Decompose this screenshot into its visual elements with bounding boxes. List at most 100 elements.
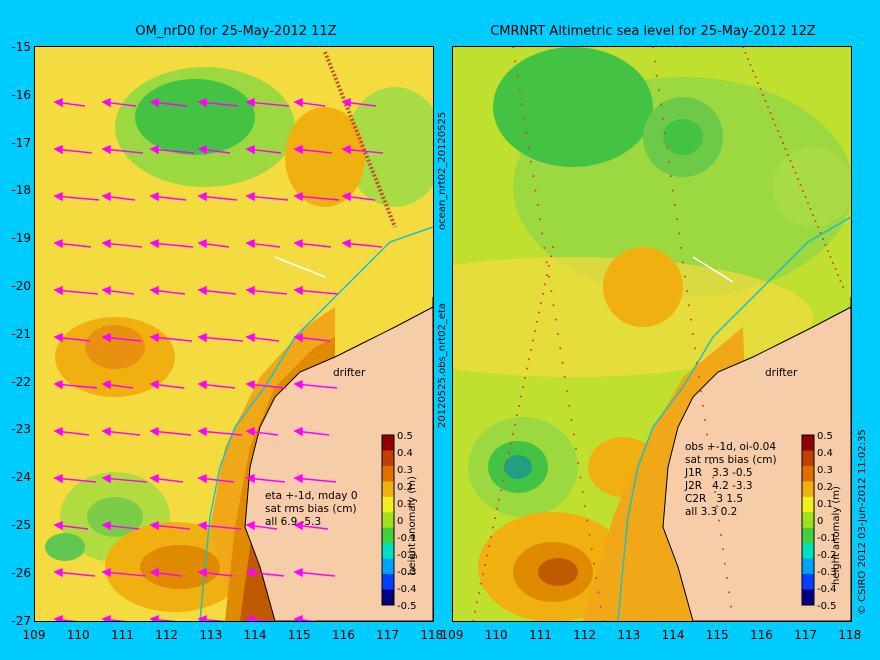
colorbar-frame xyxy=(381,434,395,606)
current-vector-head xyxy=(53,97,63,108)
right-colorbar: 0.5 0.4 0.3 0.2 0.1 0 -0.1 -0.2 -0.3 -0.4 -0.5 xyxy=(801,431,837,612)
altimeter-track-point xyxy=(514,60,517,63)
model-id-label: ocean_nrt02_20120525 xyxy=(437,111,448,230)
colorbar-tick-label: -0.5 xyxy=(397,601,417,612)
colorbar-tick-label: -0.2 xyxy=(397,550,417,561)
altimeter-track-point xyxy=(658,89,660,92)
current-vector-head xyxy=(53,520,63,531)
colorbar-swatch xyxy=(802,435,814,451)
current-vector-head xyxy=(101,285,111,296)
current-vector-head xyxy=(293,567,303,578)
lon-tick-label: 114 xyxy=(661,628,685,642)
altimeter-track-point xyxy=(802,190,804,192)
altimeter-track-point xyxy=(807,202,809,204)
altimeter-track-point xyxy=(514,423,516,426)
altimeter-track-point xyxy=(742,47,744,48)
altimeter-track-point xyxy=(809,208,812,210)
altimeter-track-point xyxy=(757,82,759,84)
altimeter-track-point xyxy=(530,160,532,163)
altimeter-track-point xyxy=(752,70,754,72)
altimeter-track-point xyxy=(708,447,710,450)
altimeter-track-point xyxy=(570,419,573,422)
altimeter-track-point xyxy=(749,64,752,66)
lat-tick-label: -22 xyxy=(11,374,31,389)
current-vector-head xyxy=(101,191,111,202)
altimeter-track-point xyxy=(536,320,538,323)
altimeter-track-point xyxy=(536,203,539,206)
altimeter-track-point xyxy=(759,88,762,90)
altimeter-track-point xyxy=(522,386,524,389)
altimeter-track-point xyxy=(839,280,842,282)
current-vector-head xyxy=(53,614,63,621)
copyright-label: © CSIRO 2012 03-Jun-2012 11:02:35 xyxy=(857,429,868,615)
colorbar-tick-label: -0.2 xyxy=(817,550,837,561)
current-vector-head xyxy=(245,520,255,531)
altimeter-track-point xyxy=(696,361,698,364)
altimeter-track-point xyxy=(779,136,782,138)
right-map-title: CMRNRT Altimetric sea level for 25-May-2… xyxy=(490,24,816,39)
altimeter-track-point xyxy=(678,232,680,235)
current-vector-head xyxy=(197,567,207,578)
current-vector-head xyxy=(197,426,207,437)
altimeter-track-point xyxy=(550,255,552,258)
right-map-panel[interactable]: obs +-1d, oi-0.04 sat rms bias (cm) J1R … xyxy=(452,46,852,622)
current-vector-head xyxy=(53,191,63,202)
altimeter-track-point xyxy=(504,470,506,473)
altimeter-track-point xyxy=(512,47,514,48)
lon-tick-label: 112 xyxy=(155,628,179,642)
altimeter-track-point xyxy=(539,218,541,221)
altimeter-track-point xyxy=(480,582,482,585)
altimeter-track-point xyxy=(814,220,817,222)
altimeter-track-point xyxy=(498,498,500,501)
lon-tick-label: 115 xyxy=(705,628,729,642)
current-vector-head xyxy=(149,614,159,621)
colorbar-tick-label: 0.2 xyxy=(817,482,833,493)
colorbar-swatch xyxy=(802,574,814,591)
lat-tick-label: -26 xyxy=(11,565,31,580)
current-vector-head xyxy=(149,379,159,390)
altimeter-track-point xyxy=(747,58,749,60)
current-vector-head xyxy=(293,520,303,531)
current-vector-head xyxy=(101,379,111,390)
colorbar-swatch xyxy=(802,481,814,498)
altimeter-track-point xyxy=(674,203,676,206)
left-map-title: OM_nrD0 for 25-May-2012 11Z xyxy=(135,24,337,39)
colorbar-swatch xyxy=(382,435,394,451)
current-vector-head xyxy=(293,332,303,343)
current-vector-head xyxy=(197,473,207,484)
altimeter-track-point xyxy=(842,286,844,288)
current-vector-head xyxy=(149,332,159,343)
lon-tick-label: 113 xyxy=(617,628,641,642)
current-vector-head xyxy=(101,426,111,437)
altimeter-track-point xyxy=(472,620,474,621)
altimeter-track-point xyxy=(684,275,686,278)
current-vector-head xyxy=(53,332,63,343)
altimeter-track-point xyxy=(492,526,494,529)
lat-tick-label: -15 xyxy=(11,40,31,54)
altimeter-track-point xyxy=(676,218,678,221)
colorbar-tick-label: 0.4 xyxy=(817,448,833,459)
current-vector-head xyxy=(245,426,255,437)
altimeter-track-point xyxy=(662,117,664,120)
altimeter-track-point xyxy=(834,268,837,270)
altimeter-track-point xyxy=(822,238,824,240)
current-vector-head xyxy=(101,238,111,249)
lat-tick-label: -17 xyxy=(11,135,31,150)
altimeter-track-point xyxy=(518,89,521,92)
colorbar-swatch xyxy=(802,527,814,544)
altimeter-track-point xyxy=(784,148,787,150)
colorbar-tick-label: 0 xyxy=(817,516,823,527)
colorbar-swatch xyxy=(802,558,814,575)
lat-tick-label: -16 xyxy=(11,87,31,102)
lat-tick-label: -23 xyxy=(11,422,31,437)
current-vector-head xyxy=(245,238,255,249)
colorbar-tick-label: 0.3 xyxy=(397,465,413,476)
altimeter-track-point xyxy=(817,226,819,228)
altimeter-track-point xyxy=(656,74,658,77)
left-map-panel[interactable]: eta +-1d, mday 0 sat rms bias (cm) all 6… xyxy=(34,46,434,622)
altimeter-track-point xyxy=(819,232,822,234)
altimeter-track-point xyxy=(548,264,550,267)
altimeter-track-point xyxy=(550,289,553,292)
altimeter-track-point xyxy=(597,591,600,594)
current-vector-head xyxy=(101,614,111,621)
